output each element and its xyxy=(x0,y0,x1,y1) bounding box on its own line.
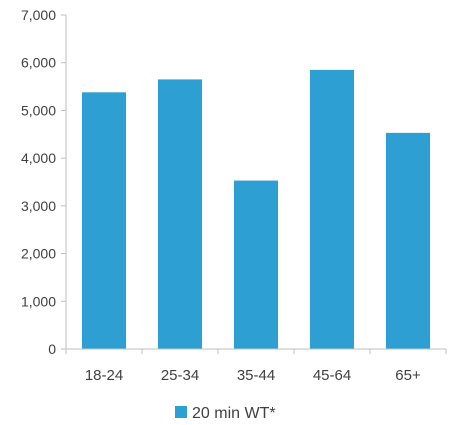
x-tick-label: 35-44 xyxy=(237,367,275,384)
legend-label: 20 min WT* xyxy=(192,405,276,422)
x-tick-label: 45-64 xyxy=(313,367,351,384)
x-axis: 18-24 25-34 35-44 45-64 65+ xyxy=(65,348,447,384)
y-tick-label: 3,000 xyxy=(21,198,56,214)
y-tick-label: 0 xyxy=(48,341,56,357)
y-tick-label: 2,000 xyxy=(21,246,56,262)
y-tick-label: 5,000 xyxy=(21,102,56,118)
bar-25-34 xyxy=(157,79,203,350)
bar-18-24 xyxy=(81,92,127,349)
bar-45-64 xyxy=(309,69,355,349)
legend-swatch xyxy=(175,406,187,418)
x-tick-label: 25-34 xyxy=(161,367,199,384)
bar-65+ xyxy=(385,132,431,349)
y-tick-label: 7,000 xyxy=(21,7,56,23)
y-axis: 0 1,000 2,000 3,000 4,000 5,000 6,000 7,000 xyxy=(21,7,67,357)
legend: 20 min WT* xyxy=(175,405,276,422)
bars xyxy=(81,69,431,350)
x-tick-label: 18-24 xyxy=(85,367,123,384)
y-tick-label: 6,000 xyxy=(21,55,56,71)
y-tick-label: 1,000 xyxy=(21,293,56,309)
bar-35-44 xyxy=(233,180,279,349)
x-tick-label: 65+ xyxy=(395,367,421,384)
y-tick-label: 4,000 xyxy=(21,150,56,166)
